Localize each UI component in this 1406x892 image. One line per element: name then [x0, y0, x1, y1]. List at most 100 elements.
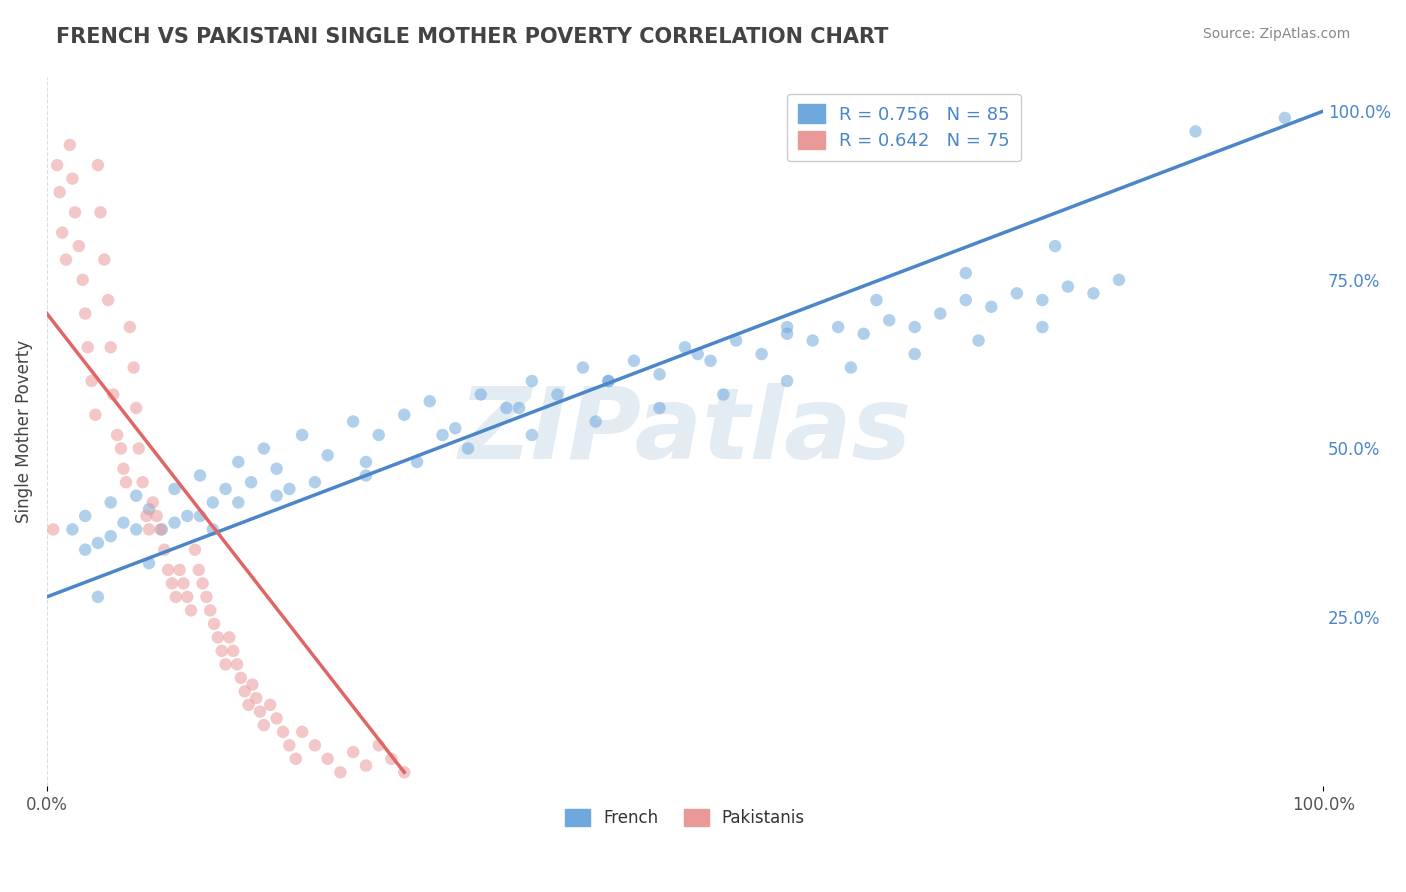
- Point: [725, 334, 748, 348]
- Point: [380, 752, 402, 766]
- Point: [394, 765, 416, 780]
- Point: [191, 576, 214, 591]
- Point: [249, 705, 271, 719]
- Point: [623, 353, 645, 368]
- Point: [291, 428, 314, 442]
- Point: [284, 752, 307, 766]
- Point: [169, 563, 191, 577]
- Point: [48, 185, 70, 199]
- Point: [228, 495, 250, 509]
- Point: [42, 523, 65, 537]
- Point: [967, 334, 990, 348]
- Point: [103, 387, 125, 401]
- Point: [929, 307, 952, 321]
- Point: [304, 739, 326, 753]
- Point: [226, 657, 249, 672]
- Point: [153, 542, 176, 557]
- Point: [75, 307, 97, 321]
- Point: [520, 428, 543, 442]
- Point: [62, 523, 84, 537]
- Point: [176, 590, 198, 604]
- Point: [904, 347, 927, 361]
- Point: [89, 205, 111, 219]
- Point: [214, 657, 236, 672]
- Point: [354, 758, 377, 772]
- Point: [112, 516, 135, 530]
- Point: [444, 421, 467, 435]
- Point: [1043, 239, 1066, 253]
- Point: [165, 590, 187, 604]
- Point: [457, 442, 479, 456]
- Point: [980, 300, 1002, 314]
- Point: [200, 603, 222, 617]
- Point: [76, 340, 98, 354]
- Point: [470, 387, 492, 401]
- Point: [201, 495, 224, 509]
- Point: [55, 252, 77, 267]
- Point: [955, 293, 977, 307]
- Point: [93, 252, 115, 267]
- Point: [176, 508, 198, 523]
- Point: [598, 374, 620, 388]
- Point: [172, 576, 194, 591]
- Point: [100, 340, 122, 354]
- Point: [266, 711, 288, 725]
- Point: [1274, 111, 1296, 125]
- Point: [214, 482, 236, 496]
- Point: [253, 718, 276, 732]
- Text: ZIPatlas: ZIPatlas: [458, 383, 911, 480]
- Point: [112, 461, 135, 475]
- Point: [138, 502, 160, 516]
- Point: [72, 273, 94, 287]
- Point: [342, 415, 364, 429]
- Point: [163, 516, 186, 530]
- Point: [648, 401, 671, 415]
- Point: [598, 374, 620, 388]
- Point: [67, 239, 90, 253]
- Point: [278, 739, 301, 753]
- Point: [87, 590, 110, 604]
- Point: [201, 523, 224, 537]
- Point: [115, 475, 138, 490]
- Point: [751, 347, 773, 361]
- Point: [394, 408, 416, 422]
- Point: [699, 353, 721, 368]
- Point: [1184, 124, 1206, 138]
- Point: [84, 408, 107, 422]
- Point: [145, 508, 167, 523]
- Point: [585, 415, 607, 429]
- Point: [222, 644, 245, 658]
- Point: [520, 374, 543, 388]
- Text: Source: ZipAtlas.com: Source: ZipAtlas.com: [1202, 27, 1350, 41]
- Point: [839, 360, 862, 375]
- Point: [419, 394, 441, 409]
- Point: [776, 374, 799, 388]
- Point: [188, 468, 211, 483]
- Point: [291, 724, 314, 739]
- Point: [776, 320, 799, 334]
- Point: [180, 603, 202, 617]
- Point: [118, 320, 141, 334]
- Point: [59, 137, 82, 152]
- Point: [367, 739, 389, 753]
- Point: [150, 523, 173, 537]
- Point: [157, 563, 180, 577]
- Point: [1005, 286, 1028, 301]
- Point: [865, 293, 887, 307]
- Point: [572, 360, 595, 375]
- Point: [46, 158, 69, 172]
- Point: [240, 475, 263, 490]
- Point: [877, 313, 900, 327]
- Point: [62, 171, 84, 186]
- Point: [852, 326, 875, 341]
- Point: [1031, 293, 1053, 307]
- Point: [138, 556, 160, 570]
- Legend: French, Pakistanis: French, Pakistanis: [558, 803, 811, 834]
- Point: [711, 387, 734, 401]
- Point: [406, 455, 429, 469]
- Point: [211, 644, 233, 658]
- Point: [125, 489, 148, 503]
- Point: [195, 590, 218, 604]
- Point: [673, 340, 696, 354]
- Point: [648, 368, 671, 382]
